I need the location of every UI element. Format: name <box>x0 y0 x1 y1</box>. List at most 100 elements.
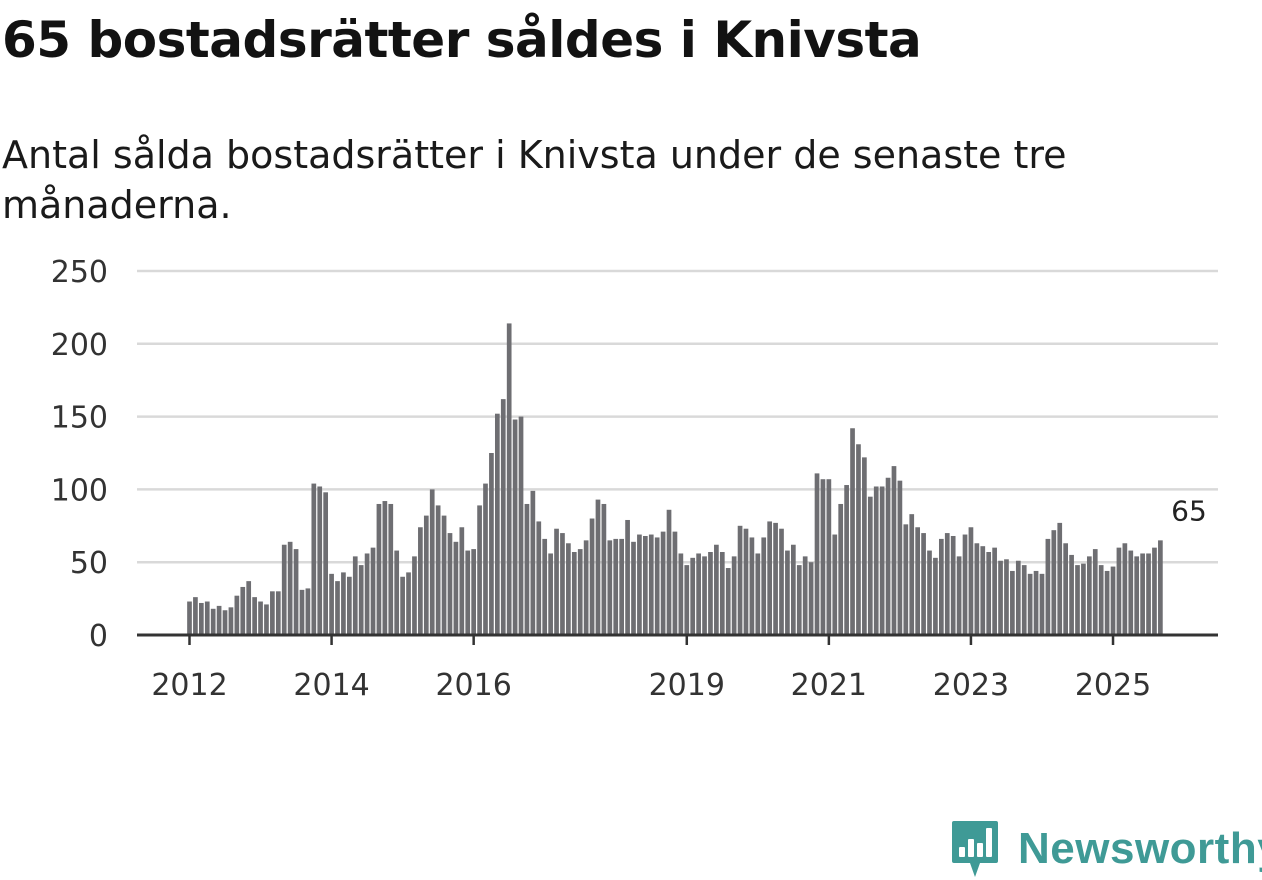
bar <box>210 608 216 635</box>
bar <box>690 557 696 635</box>
bar <box>566 543 571 635</box>
bar <box>779 528 784 635</box>
bar <box>986 552 992 635</box>
bar <box>560 533 565 635</box>
bar <box>678 553 684 635</box>
bar <box>950 535 956 635</box>
bar <box>400 576 405 635</box>
bar <box>826 479 832 635</box>
bar <box>672 531 678 635</box>
bar <box>696 553 701 635</box>
bar <box>1098 565 1104 635</box>
bar <box>358 565 364 635</box>
newsworthy-logo[interactable]: Newsworthy <box>950 818 1262 880</box>
bar <box>341 572 346 635</box>
bar <box>648 534 654 635</box>
bar <box>832 534 838 635</box>
bar <box>483 483 488 635</box>
bar <box>714 544 719 635</box>
bar <box>891 466 897 635</box>
bar <box>435 505 441 635</box>
bar <box>927 550 932 635</box>
bar <box>962 534 968 635</box>
bar <box>364 553 370 635</box>
bar <box>1116 547 1122 635</box>
bar <box>299 589 305 635</box>
bar <box>418 527 423 635</box>
bar <box>897 480 903 635</box>
bar <box>429 489 435 635</box>
bar <box>974 543 980 635</box>
bar <box>376 503 382 635</box>
bar <box>571 552 577 635</box>
bar <box>737 525 743 635</box>
bar <box>992 547 997 635</box>
x-tick-label-2012: 2012 <box>151 668 227 703</box>
bar <box>761 537 767 635</box>
bar <box>915 527 921 635</box>
bar <box>589 518 595 635</box>
bar <box>666 509 672 635</box>
bar <box>702 556 707 635</box>
bar <box>1051 530 1057 635</box>
x-tick-label-2016: 2016 <box>435 668 511 703</box>
bar <box>311 483 317 635</box>
bar <box>755 553 761 635</box>
bar <box>222 610 228 635</box>
x-tick-label-2023: 2023 <box>933 668 1009 703</box>
bar <box>518 416 524 635</box>
bar <box>317 486 323 635</box>
bar <box>542 538 548 635</box>
bar <box>548 553 553 635</box>
bar <box>423 515 429 635</box>
bar <box>844 485 849 635</box>
x-tick-label-2019: 2019 <box>649 668 725 703</box>
bars <box>187 323 1163 635</box>
bar <box>1069 554 1074 635</box>
bar <box>1021 565 1027 635</box>
bar <box>412 556 417 635</box>
x-axis-ticks: 2012 2014 2016 2019 2021 2023 2025 <box>151 635 1151 703</box>
chart-subtitle: Antal sålda bostadsrätter i Knivsta unde… <box>2 133 1067 227</box>
bar <box>731 556 737 635</box>
bar <box>1039 573 1045 635</box>
bar <box>790 544 796 635</box>
bar <box>246 581 252 635</box>
bar <box>980 546 986 635</box>
bar <box>1134 556 1140 635</box>
bar <box>216 605 222 635</box>
bar <box>1063 543 1069 635</box>
bar <box>1015 560 1021 635</box>
bar <box>796 565 802 635</box>
bar <box>808 562 814 635</box>
bar <box>749 537 755 635</box>
bar <box>879 486 885 635</box>
bar <box>305 588 311 635</box>
bar <box>862 457 867 635</box>
bar <box>477 505 482 635</box>
bar <box>1152 547 1157 635</box>
bar <box>856 444 861 635</box>
bar <box>998 560 1003 635</box>
highlight-value-label: 65 <box>1171 494 1207 527</box>
bar <box>204 601 210 635</box>
bar <box>1128 550 1134 635</box>
bar <box>625 519 630 635</box>
bar <box>275 591 281 635</box>
gridlines <box>137 269 1218 564</box>
bar <box>956 556 962 635</box>
bar <box>802 556 808 635</box>
bar <box>453 541 459 635</box>
chart-title: 65 bostadsrätter såldes i Knivsta <box>2 11 922 69</box>
bar <box>323 492 329 635</box>
bar <box>607 540 613 635</box>
bar <box>743 528 749 635</box>
bar <box>258 601 263 635</box>
newsworthy-logo-icon <box>952 821 998 877</box>
bar <box>335 581 340 635</box>
bar <box>601 503 607 635</box>
bar <box>198 602 204 635</box>
bar <box>613 538 619 635</box>
bar <box>1057 522 1063 635</box>
bar <box>767 521 773 635</box>
